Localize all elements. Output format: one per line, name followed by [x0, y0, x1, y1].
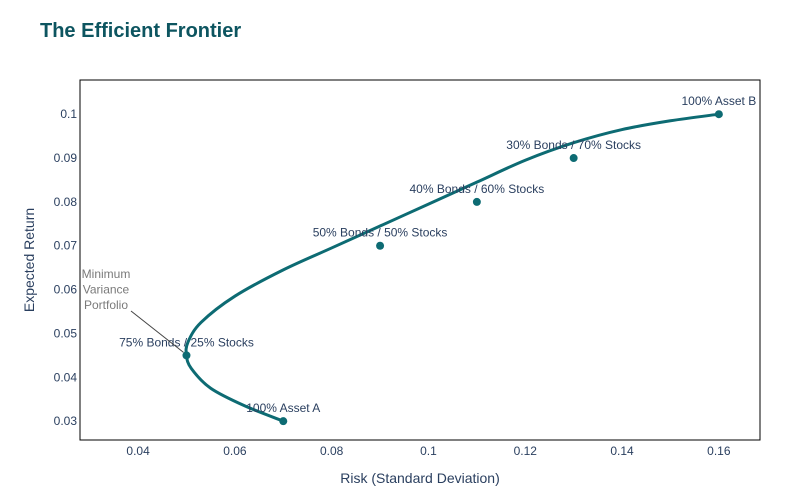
x-tick-label: 0.16 [707, 444, 731, 458]
y-tick-label: 0.04 [54, 370, 78, 384]
portfolio-point-label: 50% Bonds / 50% Stocks [313, 226, 448, 240]
annotation-arrow [130, 310, 184, 353]
portfolio-point-label: 100% Asset A [246, 401, 320, 415]
annotation-text: Portfolio [84, 298, 128, 312]
portfolio-point-label: 75% Bonds / 25% Stocks [119, 335, 254, 349]
x-tick-label: 0.08 [320, 444, 344, 458]
frontier-line [184, 112, 721, 423]
portfolio-point-label: 30% Bonds / 70% Stocks [506, 138, 641, 152]
portfolio-point [182, 351, 191, 360]
y-tick-label: 0.05 [54, 326, 78, 340]
portfolio-point [472, 197, 481, 206]
x-tick-label: 0.1 [420, 444, 437, 458]
annotation-text: Minimum [82, 267, 131, 281]
x-tick-label: 0.12 [514, 444, 538, 458]
x-tick-label: 0.06 [223, 444, 247, 458]
portfolio-points: 100% Asset A 75% Bonds / 25% Stocks 50% Bo… [119, 94, 757, 426]
y-tick-label: 0.09 [54, 151, 78, 165]
portfolio-point [376, 241, 385, 250]
y-tick-label: 0.06 [54, 283, 78, 297]
y-tick-label: 0.03 [54, 414, 78, 428]
x-tick-label: 0.04 [126, 444, 150, 458]
y-tick-label: 0.08 [54, 195, 78, 209]
y-axis-title: Expected Return [21, 208, 37, 312]
portfolio-point [279, 417, 288, 426]
chart-title: The Efficient Frontier [40, 20, 242, 42]
y-tick-label: 0.1 [60, 107, 77, 121]
y-axis-ticks: 0.03 0.04 0.05 0.06 0.07 0.08 0.09 0.1 [54, 107, 78, 428]
annotation-text: Variance [83, 283, 130, 297]
x-axis-ticks: 0.04 0.06 0.08 0.1 0.12 0.14 0.16 [126, 444, 730, 458]
x-tick-label: 0.14 [610, 444, 634, 458]
portfolio-point-label: 40% Bonds / 60% Stocks [409, 182, 544, 196]
plot-area-frame [79, 79, 761, 441]
portfolio-point [714, 110, 723, 119]
y-tick-label: 0.07 [54, 239, 78, 253]
x-axis-title: Risk (Standard Deviation) [340, 470, 500, 486]
portfolio-point-label: 100% Asset B [682, 94, 757, 108]
portfolio-point [569, 154, 578, 163]
